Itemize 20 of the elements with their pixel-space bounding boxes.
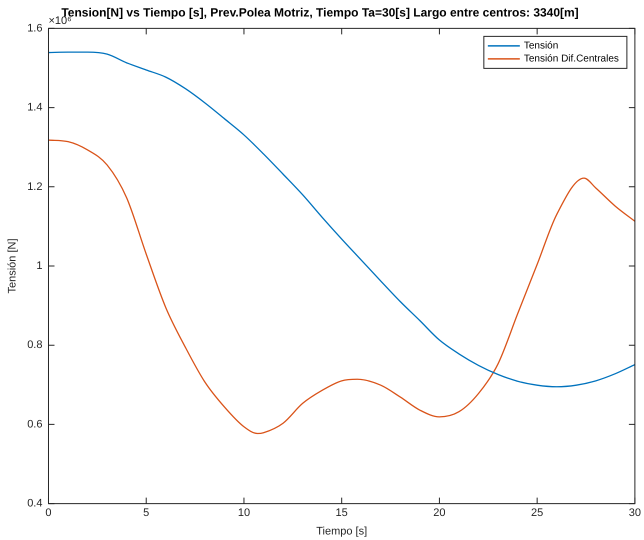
x-tick-label: 30 (628, 507, 642, 520)
y-tick-label: 1.6 (27, 22, 42, 34)
x-tick-label: 5 (143, 507, 150, 520)
x-tick-label: 10 (238, 507, 250, 520)
y-tick-label: 1.2 (27, 180, 42, 193)
x-tick-label: 0 (45, 507, 52, 520)
y-tick-label: 1 (36, 260, 42, 272)
line-series (48, 52, 635, 388)
line-series (48, 139, 635, 434)
x-tick-label: 15 (336, 507, 348, 520)
y-tick-label: 0.8 (27, 339, 42, 352)
y-tick-label: 1.4 (27, 102, 42, 114)
x-tick-label: 25 (531, 507, 544, 520)
legend-label: Tensión (524, 40, 558, 52)
x-axis-title: Tiempo [s] (316, 525, 368, 538)
y-axis-title: Tensión [N] (6, 238, 19, 294)
legend-label: Tensión Dif.Centrales (524, 54, 619, 65)
x-tick-label: 20 (433, 507, 446, 520)
y-tick-label: 0.4 (27, 498, 42, 510)
y-tick-label: 0.6 (27, 418, 42, 430)
